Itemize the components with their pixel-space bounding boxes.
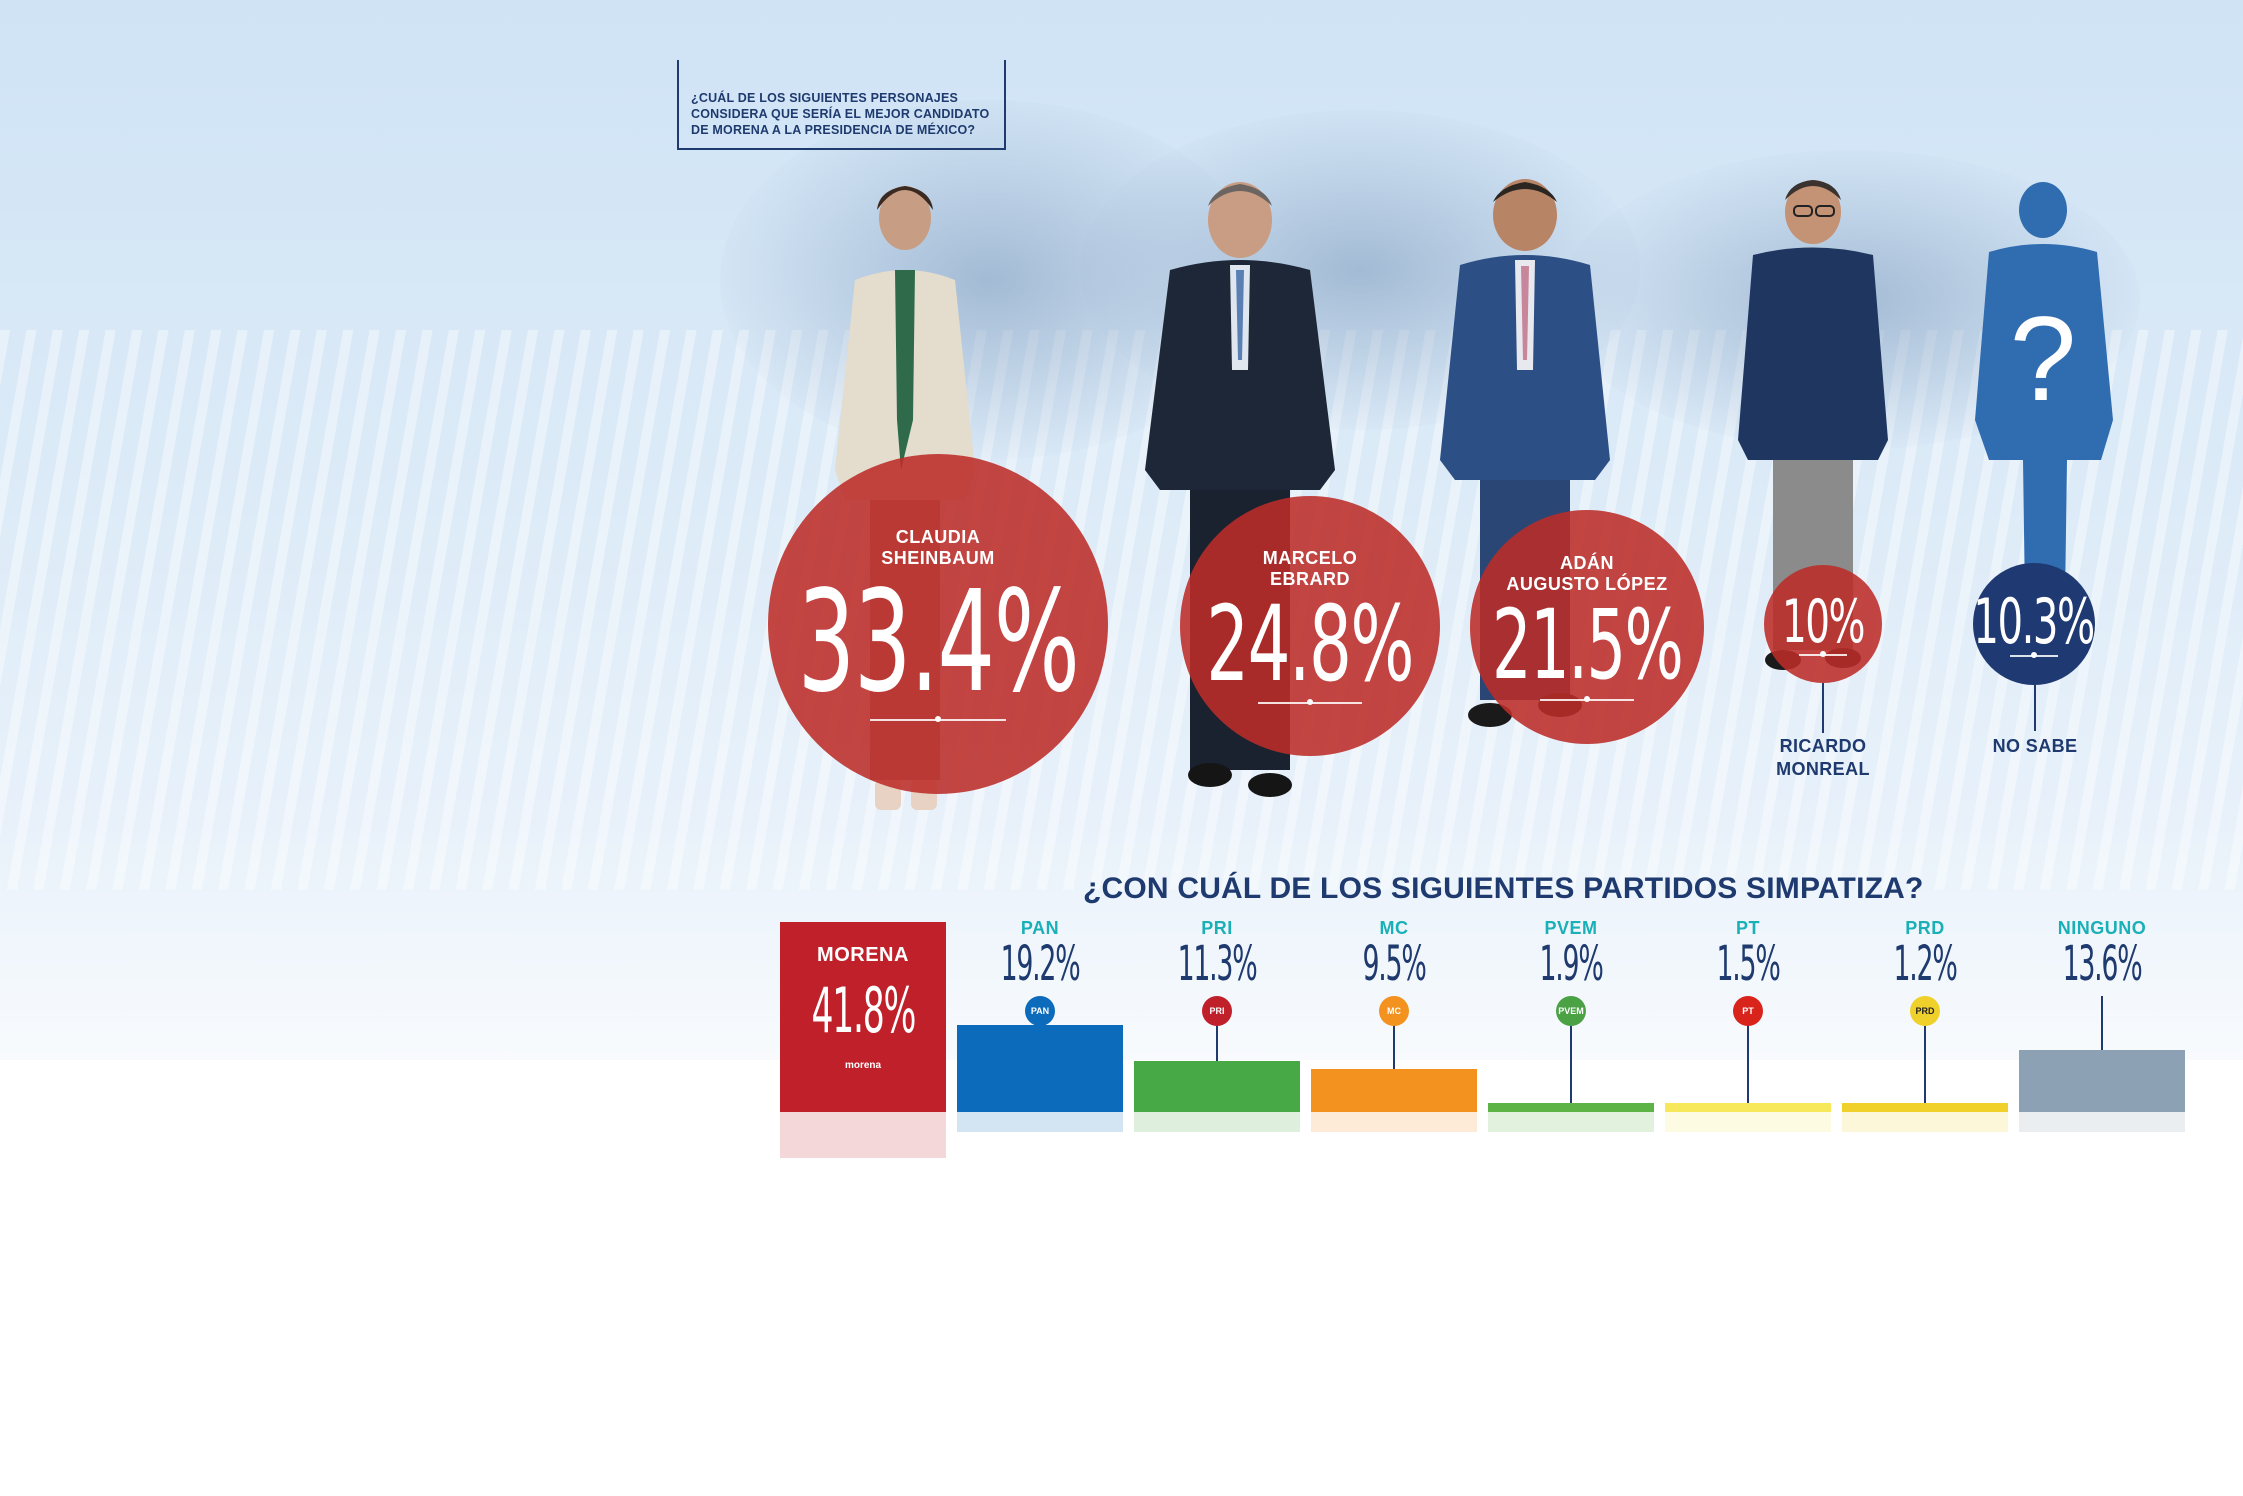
divider <box>1540 696 1634 703</box>
parties-question: ¿CON CUÁL DE LOS SIGUIENTES PARTIDOS SIM… <box>1083 872 1924 905</box>
party-name: PRI <box>1201 918 1233 938</box>
candidate-name: MARCELO EBRARD <box>1263 548 1358 590</box>
party-name: PVEM <box>1544 918 1598 938</box>
party-bar <box>1488 1103 1654 1112</box>
party-percent: 13.6% <box>2062 936 2143 992</box>
name-line: CLAUDIA <box>895 526 981 547</box>
party-percent: 1.2% <box>1893 936 1957 992</box>
candidate-percent: 10% <box>1781 587 1866 657</box>
leader-line <box>2034 685 2036 731</box>
question-line: CONSIDERA QUE SERÍA EL MEJOR CANDIDATO <box>691 107 990 121</box>
bubble-ebrard: MARCELO EBRARD 24.8% <box>1180 496 1440 756</box>
morena-logo-icon: morena <box>844 1060 882 1072</box>
leader-line <box>1822 683 1824 733</box>
party-percent: 9.5% <box>1362 936 1426 992</box>
bubble-sheinbaum: CLAUDIA SHEINBAUM 33.4% <box>768 454 1108 794</box>
name-line: RICARDO <box>1779 736 1867 756</box>
bubble-no-sabe: 10.3% <box>1973 563 2096 685</box>
prd-logo-icon: PRD <box>1910 996 1940 1026</box>
question-line: ¿CUÁL DE LOS SIGUIENTES PERSONAJES <box>691 91 959 105</box>
party-percent: 11.3% <box>1177 936 1258 992</box>
party-name: NINGUNO <box>2057 918 2147 938</box>
pt-logo-icon: PT <box>1733 996 1763 1026</box>
candidate-percent: 10.3% <box>1973 585 2096 658</box>
party-bar <box>1311 1068 1477 1112</box>
party-name: MORENA <box>817 943 909 966</box>
name-line: ADÁN <box>1560 552 1614 573</box>
party-bar-reflection <box>1665 1112 1831 1132</box>
party-bar <box>1134 1060 1300 1112</box>
pri-logo-icon: PRI <box>1202 996 1232 1026</box>
party-bar <box>957 1024 1123 1112</box>
party-bar-reflection <box>1134 1112 1300 1132</box>
party-bar-reflection <box>1488 1112 1654 1132</box>
candidate-name: ADÁN AUGUSTO LÓPEZ <box>1506 553 1667 595</box>
party-bar-reflection <box>780 1112 946 1158</box>
name-line: SHEINBAUM <box>881 548 995 568</box>
unknown-figure-silhouette: ? <box>1955 170 2135 620</box>
divider <box>1258 699 1362 706</box>
name-line: EBRARD <box>1269 569 1350 589</box>
party-bar-reflection <box>957 1112 1123 1132</box>
name-line: AUGUSTO LÓPEZ <box>1506 574 1668 594</box>
leader-line <box>1393 1010 1395 1069</box>
party-name: PRD <box>1905 918 1945 938</box>
name-line: MONREAL <box>1776 759 1870 779</box>
party-name: MC <box>1379 918 1409 938</box>
question-line: DE MORENA A LA PRESIDENCIA DE MÉXICO? <box>691 123 976 137</box>
candidate-name: CLAUDIA SHEINBAUM <box>881 527 995 569</box>
party-percent: 1.5% <box>1716 936 1780 992</box>
party-percent: 41.8% <box>811 973 917 1047</box>
name-line: NO SABE <box>1992 736 2078 756</box>
party-name: PAN <box>1020 918 1060 938</box>
party-bar-reflection <box>1311 1112 1477 1132</box>
party-percent: 1.9% <box>1539 936 1603 992</box>
leader-line <box>1924 1010 1926 1103</box>
candidates-question: ¿CUÁL DE LOS SIGUIENTES PERSONAJES CONSI… <box>677 60 1006 150</box>
bubble-monreal: 10% <box>1764 565 1882 683</box>
svg-text:?: ? <box>2010 292 2077 426</box>
candidate-percent: 33.4% <box>797 561 1080 725</box>
party-name: PT <box>1735 918 1760 938</box>
party-bar-reflection <box>2019 1112 2185 1132</box>
background-white <box>0 1060 2243 1496</box>
party-bar <box>2019 1050 2185 1112</box>
bubble-lopez: ADÁN AUGUSTO LÓPEZ 21.5% <box>1470 510 1704 744</box>
leader-line <box>2101 996 2103 1051</box>
party-bar <box>1665 1103 1831 1112</box>
name-line: MARCELO <box>1262 547 1358 568</box>
divider <box>1799 651 1847 657</box>
candidate-percent: 21.5% <box>1491 589 1684 702</box>
leader-line <box>1216 1010 1218 1061</box>
candidate-percent: 24.8% <box>1206 583 1415 706</box>
mc-logo-icon: MC <box>1379 996 1409 1026</box>
party-bar-reflection <box>1842 1112 2008 1132</box>
pan-logo-icon: PAN <box>1025 996 1055 1026</box>
pvem-logo-icon: PVEM <box>1556 996 1586 1026</box>
candidate-label-no-sabe: NO SABE <box>1954 735 2116 758</box>
divider <box>870 716 1006 723</box>
party-bar <box>780 921 946 1112</box>
party-percent: 19.2% <box>1000 936 1081 992</box>
divider <box>2009 652 2059 658</box>
leader-line <box>1747 1010 1749 1103</box>
leader-line <box>1570 1010 1572 1103</box>
party-bar <box>1842 1103 2008 1112</box>
candidate-label-monreal: RICARDO MONREAL <box>1742 735 1904 781</box>
